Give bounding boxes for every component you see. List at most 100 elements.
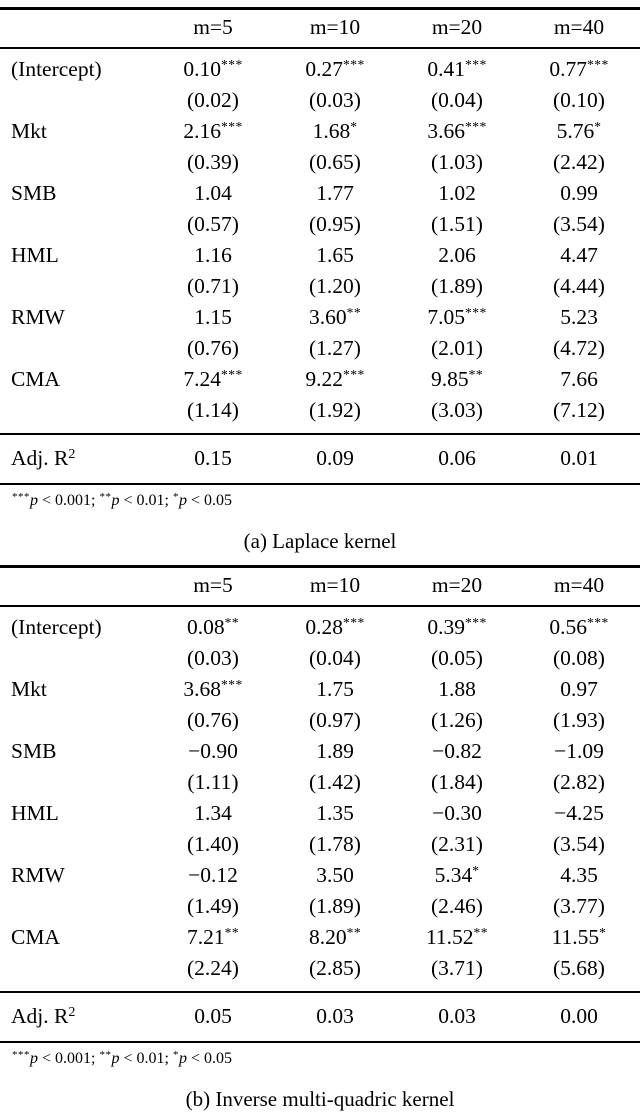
std-error-value: (1.27) bbox=[309, 336, 361, 360]
estimate-value: 4.35 bbox=[560, 863, 598, 887]
std-error-value: (1.20) bbox=[309, 274, 361, 298]
std-error-value: (0.08) bbox=[553, 646, 605, 670]
std-error-value: (0.03) bbox=[187, 646, 239, 670]
std-error-cell: (1.40) bbox=[152, 829, 274, 860]
p-value-symbol: p bbox=[30, 492, 38, 509]
estimate-value: 3.60 bbox=[308, 305, 347, 329]
std-error-row: (0.57) (0.95) (1.51) (3.54) bbox=[0, 209, 640, 240]
row-label-column-header bbox=[0, 8, 152, 49]
p-value-symbol: p bbox=[178, 1050, 187, 1067]
adj-r2-value: 0.03 bbox=[274, 991, 396, 1042]
threshold-text: < 0.001; bbox=[38, 492, 100, 509]
empty-label-cell bbox=[0, 395, 152, 434]
coefficient-label: CMA bbox=[11, 925, 60, 949]
std-error-cell: (1.42) bbox=[274, 767, 396, 798]
p-value-symbol: p bbox=[30, 1050, 38, 1067]
column-header: m=10 bbox=[274, 8, 396, 49]
coefficient-label: Mkt bbox=[11, 119, 47, 143]
std-error-cell: (1.78) bbox=[274, 829, 396, 860]
significance-stars: *** bbox=[342, 57, 365, 72]
std-error-row: (1.49) (1.89) (2.46) (3.77) bbox=[0, 891, 640, 922]
std-error-value: (0.04) bbox=[309, 646, 361, 670]
estimate-value: 7.66 bbox=[560, 367, 598, 391]
estimate-cell: −0.30 bbox=[396, 798, 518, 829]
significance-stars: *** bbox=[12, 491, 30, 503]
estimate-value: −4.25 bbox=[554, 801, 604, 825]
std-error-value: (0.05) bbox=[431, 646, 483, 670]
std-error-value: (2.31) bbox=[431, 832, 483, 856]
estimate-cell: 0.99 bbox=[518, 178, 640, 209]
estimate-value: 0.99 bbox=[560, 181, 598, 205]
estimate-value: 1.15 bbox=[194, 305, 232, 329]
table-header: m=5 m=10 m=20 m=40 bbox=[0, 8, 640, 49]
significance-stars: *** bbox=[464, 57, 487, 72]
std-error-cell: (2.85) bbox=[274, 953, 396, 992]
significance-stars: ** bbox=[473, 925, 489, 940]
estimate-cell: 1.15 bbox=[152, 302, 274, 333]
std-error-cell: (2.46) bbox=[396, 891, 518, 922]
std-error-value: (3.71) bbox=[431, 956, 483, 980]
std-error-value: (2.24) bbox=[187, 956, 239, 980]
adj-r2-label: Adj. R2 bbox=[0, 433, 152, 484]
significance-stars: *** bbox=[464, 305, 487, 320]
significance-note: ***p < 0.001; **p < 0.01; *p < 0.05 bbox=[12, 490, 640, 512]
std-error-cell: (0.65) bbox=[274, 147, 396, 178]
estimate-cell: 7.66 bbox=[518, 364, 640, 395]
estimate-cell: 2.16*** bbox=[152, 116, 274, 147]
significance-stars: ** bbox=[468, 367, 484, 382]
std-error-value: (1.92) bbox=[309, 398, 361, 422]
estimate-value: 1.68 bbox=[312, 119, 351, 143]
threshold-text: < 0.001; bbox=[38, 1050, 100, 1067]
panel-caption: (a) Laplace kernel bbox=[243, 529, 397, 553]
significance-stars: ** bbox=[346, 925, 362, 940]
adj-r2-value: 0.05 bbox=[152, 991, 274, 1042]
estimate-value: 1.02 bbox=[438, 181, 476, 205]
significance-stars: * bbox=[472, 863, 480, 878]
std-error-cell: (3.71) bbox=[396, 953, 518, 992]
std-error-row: (1.40) (1.78) (2.31) (3.54) bbox=[0, 829, 640, 860]
row-label-column-header bbox=[0, 566, 152, 607]
std-error-cell: (4.72) bbox=[518, 333, 640, 364]
estimate-value: 0.41 bbox=[427, 57, 465, 81]
std-error-cell: (0.71) bbox=[152, 271, 274, 302]
std-error-value: (1.93) bbox=[553, 708, 605, 732]
std-error-value: (3.54) bbox=[553, 212, 605, 236]
std-error-row: (0.76) (0.97) (1.26) (1.93) bbox=[0, 705, 640, 736]
coefficient-row: CMA 7.21** 8.20** 11.52** 11.55* bbox=[0, 922, 640, 953]
std-error-value: (0.65) bbox=[309, 150, 361, 174]
empty-label-cell bbox=[0, 643, 152, 674]
estimate-cell: 1.35 bbox=[274, 798, 396, 829]
std-error-cell: (3.77) bbox=[518, 891, 640, 922]
std-error-value: (0.03) bbox=[309, 88, 361, 112]
significance-stars: *** bbox=[464, 119, 487, 134]
std-error-row: (2.24) (2.85) (3.71) (5.68) bbox=[0, 953, 640, 992]
estimate-cell: 0.77*** bbox=[518, 48, 640, 85]
column-header: m=40 bbox=[518, 8, 640, 49]
significance-stars: ** bbox=[224, 925, 240, 940]
significance-stars: *** bbox=[220, 57, 243, 72]
estimate-value: 0.28 bbox=[305, 615, 343, 639]
std-error-cell: (1.89) bbox=[396, 271, 518, 302]
std-error-cell: (1.26) bbox=[396, 705, 518, 736]
significance-stars: *** bbox=[464, 615, 487, 630]
estimate-cell: 1.34 bbox=[152, 798, 274, 829]
estimate-cell: −0.82 bbox=[396, 736, 518, 767]
empty-label-cell bbox=[0, 953, 152, 992]
estimate-value: 4.47 bbox=[560, 243, 598, 267]
std-error-value: (0.71) bbox=[187, 274, 239, 298]
significance-stars: *** bbox=[342, 615, 365, 630]
std-error-cell: (0.76) bbox=[152, 705, 274, 736]
estimate-value: 0.77 bbox=[549, 57, 587, 81]
std-error-cell: (1.20) bbox=[274, 271, 396, 302]
std-error-value: (3.77) bbox=[553, 894, 605, 918]
std-error-cell: (0.97) bbox=[274, 705, 396, 736]
estimate-value: 3.50 bbox=[316, 863, 354, 887]
estimate-cell: 3.50 bbox=[274, 860, 396, 891]
estimate-cell: 0.28*** bbox=[274, 606, 396, 643]
estimate-value: −1.09 bbox=[554, 739, 604, 763]
estimate-value: 11.52 bbox=[425, 925, 474, 949]
std-error-cell: (3.54) bbox=[518, 209, 640, 240]
estimate-value: 0.10 bbox=[183, 57, 221, 81]
estimate-value: 1.34 bbox=[194, 801, 232, 825]
